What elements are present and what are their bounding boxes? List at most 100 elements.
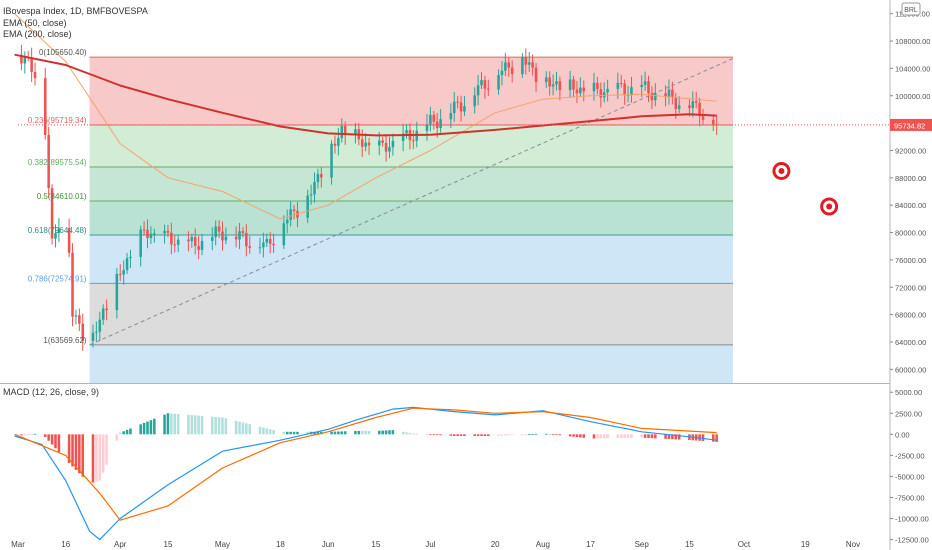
x-tick-label: Oct (738, 540, 751, 549)
macd-histogram-bar (74, 434, 78, 470)
macd-histogram-bar (214, 416, 217, 435)
macd-histogram-bar (67, 434, 71, 464)
candle-body (234, 236, 238, 240)
candle-body (292, 209, 296, 211)
price-tick-label: 64000.00 (895, 338, 926, 347)
macd-histogram-bar (262, 427, 265, 435)
macd-histogram-bar (367, 430, 371, 435)
macd-histogram-bar (364, 430, 367, 435)
candle-body (200, 240, 204, 250)
macd-histogram-bar (316, 431, 320, 435)
candle-body (125, 258, 129, 271)
macd-histogram-bar (26, 434, 30, 436)
macd-histogram-bar (343, 431, 347, 435)
macd-histogram-bar (197, 415, 200, 435)
macd-tick-label: 2500.00 (895, 409, 922, 418)
fib-level-label: 0(105650.40) (39, 48, 87, 57)
macd-histogram-bar (122, 431, 125, 435)
candle-body (377, 140, 381, 146)
x-tick-label: Apr (114, 540, 127, 549)
candle-body (176, 239, 180, 245)
price-tick-label: 108000.00 (895, 37, 930, 46)
price-axis (890, 0, 932, 550)
candle-body (691, 101, 695, 109)
macd-histogram-bar (510, 434, 514, 436)
x-tick-label: 15 (164, 540, 173, 549)
price-tick-label: 60000.00 (895, 365, 926, 374)
target-icon-center (826, 203, 833, 210)
candle-body (449, 113, 453, 120)
macd-histogram-bar (452, 434, 456, 436)
candle-body (596, 82, 599, 89)
macd-histogram-bar (149, 420, 153, 435)
candle-body (118, 273, 122, 275)
macd-histogram-bar (623, 434, 626, 438)
macd-histogram-bar (200, 415, 204, 435)
candle-body (701, 116, 705, 120)
macd-histogram-bar (408, 432, 412, 435)
x-tick-label: Aug (536, 540, 550, 549)
macd-histogram-bar (81, 434, 85, 477)
chart-title: IBovespa Index, 1D, BMFBOVESPA (3, 6, 148, 16)
candle-body (272, 243, 275, 246)
fib-level-label: 0.618(79644.48) (28, 226, 87, 235)
candle-body (217, 226, 221, 232)
x-tick-label: 18 (276, 540, 285, 549)
candle-body (360, 139, 364, 147)
candle-body (23, 57, 27, 64)
macd-histogram-bar (296, 431, 299, 435)
price-tick-label: 100000.00 (895, 92, 930, 101)
x-tick-label: Sep (635, 540, 650, 549)
candle-body (320, 174, 323, 178)
macd-histogram-bar (548, 434, 551, 435)
macd-histogram-bar (91, 434, 95, 483)
candle-body (534, 67, 538, 82)
price-tick-label: 84000.00 (895, 201, 926, 210)
candle-body (268, 238, 272, 244)
fib-zone (89, 283, 734, 345)
candle-body (429, 114, 432, 125)
candle-body (602, 92, 606, 98)
macd-histogram-bar (674, 434, 678, 440)
macd-histogram-bar (500, 434, 504, 436)
candle-body (664, 93, 667, 97)
candle-body (248, 246, 252, 248)
x-tick-label: 17 (586, 540, 595, 549)
macd-histogram-bar (507, 434, 511, 436)
candle-body (504, 62, 507, 71)
candle-body (170, 232, 173, 245)
macd-histogram-bar (282, 431, 286, 435)
candle-body (115, 273, 119, 311)
candle-body (527, 62, 531, 65)
price-tick-label: 104000.00 (895, 64, 930, 73)
candle-body (623, 83, 626, 96)
candle-body (54, 233, 57, 239)
macd-histogram-bar (619, 434, 623, 439)
macd-histogram-bar (654, 434, 657, 439)
macd-histogram-bar (360, 430, 364, 435)
macd-histogram-bar (524, 434, 528, 436)
candle-body (173, 244, 177, 246)
fib-level-label: 0.236(95719.34) (28, 116, 87, 125)
macd-histogram-bar (176, 414, 180, 435)
macd-histogram-bar (139, 424, 142, 435)
candle-body (435, 121, 439, 129)
candle-body (139, 229, 142, 257)
macd-histogram-bar (449, 434, 453, 436)
candle-body (582, 87, 586, 92)
macd-histogram-bar (217, 417, 221, 435)
candle-body (333, 143, 337, 146)
macd-histogram-bar (238, 421, 241, 435)
candle-body (262, 242, 265, 248)
macd-histogram-bar (568, 434, 572, 437)
macd-histogram-bar (377, 430, 381, 435)
macd-histogram-bar (459, 434, 463, 436)
price-tick-label: 88000.00 (895, 174, 926, 183)
macd-histogram-bar (412, 433, 415, 435)
candle-body (221, 231, 224, 241)
macd-histogram-bar (210, 416, 214, 435)
candle-body (98, 319, 102, 332)
macd-histogram-bar (664, 434, 667, 439)
candle-body (575, 89, 579, 94)
